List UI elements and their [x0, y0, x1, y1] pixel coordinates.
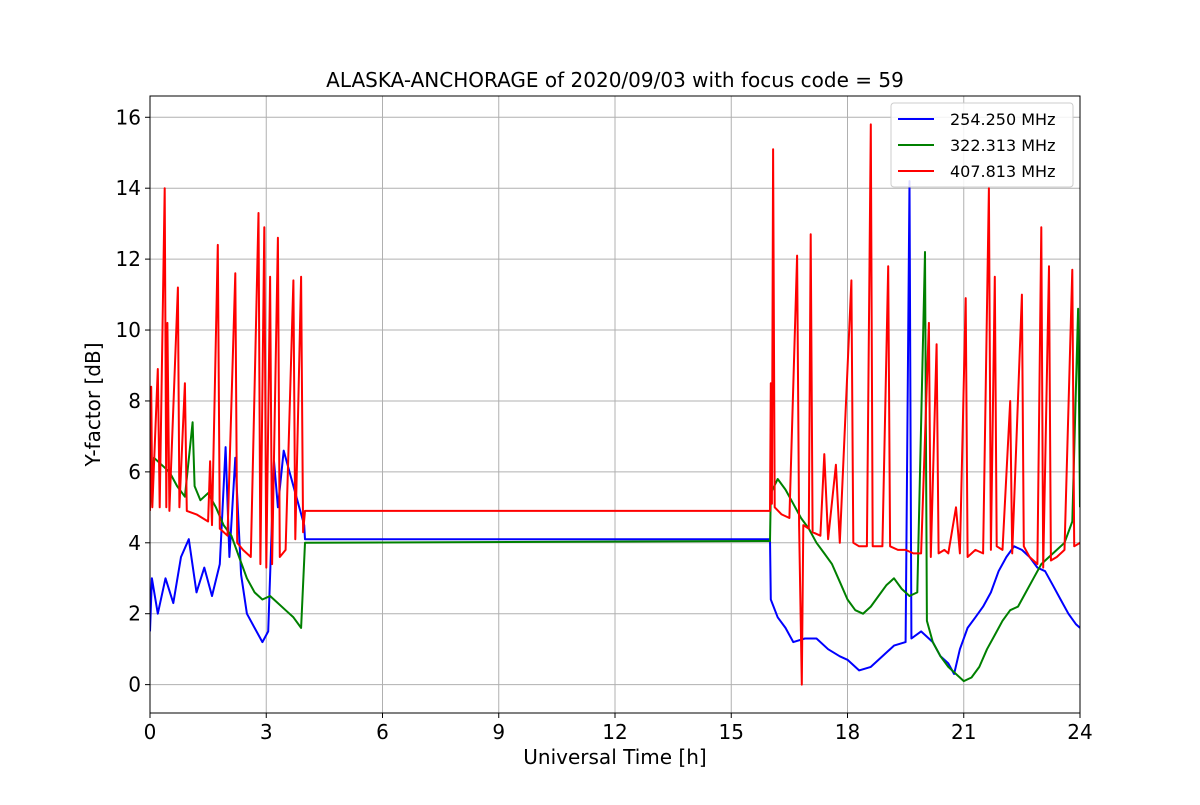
series-line-3 [150, 123, 1080, 686]
y-tick-label: 4 [128, 531, 141, 555]
series-line-2 [150, 251, 1080, 683]
y-tick-label: 10 [116, 318, 141, 342]
x-tick-label: 6 [376, 720, 389, 744]
y-axis-label: Y-factor [dB] [81, 342, 105, 467]
x-tick-label: 24 [1067, 720, 1092, 744]
y-tick-label: 12 [116, 247, 141, 271]
y-tick-label: 6 [128, 460, 141, 484]
legend-label: 407.813 MHz [950, 162, 1055, 181]
x-tick-label: 15 [719, 720, 744, 744]
series-line-1 [150, 180, 1080, 675]
y-tick-label: 8 [128, 389, 141, 413]
legend-box [890, 102, 1074, 188]
y-tick-label: 0 [128, 673, 141, 697]
chart-title: ALASKA-ANCHORAGE of 2020/09/03 with focu… [326, 68, 904, 92]
x-tick-label: 18 [835, 720, 860, 744]
series-layer [150, 123, 1080, 686]
legend: 254.250 MHz 322.313 MHz 407.813 MHz [890, 102, 1074, 188]
x-tick-label: 3 [260, 720, 273, 744]
y-tick-label: 14 [116, 176, 141, 200]
x-tick-label: 9 [492, 720, 505, 744]
x-tick-label: 21 [951, 720, 976, 744]
x-axis-label: Universal Time [h] [523, 745, 706, 769]
x-tick-label: 12 [602, 720, 627, 744]
legend-label: 322.313 MHz [950, 136, 1055, 155]
x-tick-label: 0 [144, 720, 157, 744]
legend-label: 254.250 MHz [950, 110, 1055, 129]
y-tick-label: 16 [116, 105, 141, 129]
y-tick-label: 2 [128, 602, 141, 626]
